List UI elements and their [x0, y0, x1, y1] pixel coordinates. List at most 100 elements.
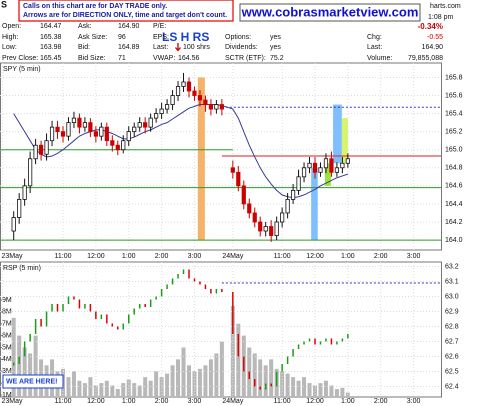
field-label: Prev Close:	[2, 55, 38, 62]
x-tick-label: 2:00	[374, 398, 388, 405]
candle-body	[55, 126, 60, 133]
field-value: -0.55	[427, 34, 443, 41]
candle-body	[154, 113, 159, 119]
field-label: Chg:	[367, 34, 382, 41]
panel-title: RSP (5 min)	[3, 265, 41, 272]
candle-body	[296, 176, 301, 191]
x-tick-label: 23May	[1, 398, 23, 405]
y-tick-label: 164.4	[445, 201, 463, 208]
x-tick-label: 1:00	[122, 253, 136, 260]
volume-bar	[269, 359, 274, 397]
candle-body	[44, 140, 49, 155]
y-tick-label: 62.5	[445, 368, 459, 375]
volume-bar	[132, 383, 137, 397]
x-tick-label: 1:00	[122, 398, 136, 405]
x-tick-label: 12:00	[87, 253, 105, 260]
x-tick-label: 2:00	[155, 253, 169, 260]
volume-bar	[187, 365, 191, 397]
time: 1:08 pm	[428, 14, 453, 21]
candle-body	[104, 126, 109, 142]
panel: 164.0 164.2 164.4 164.6 164.8 165.0 165.2 165.4…	[0, 62, 463, 260]
candle-body	[38, 144, 44, 155]
notice-box: Calls on this chart are for DAY TRADE on…	[18, 0, 234, 22]
candle-body	[334, 167, 340, 173]
notice-frame	[18, 0, 234, 22]
x-tick-label: 12:00	[87, 398, 105, 405]
x-tick-label: 2:00	[374, 253, 388, 260]
site-box	[239, 3, 421, 22]
field-value: yes	[270, 34, 281, 41]
field-value: 79,855,088	[408, 55, 443, 62]
y-tick-label: 62.4	[445, 383, 459, 390]
field-label: SCTR (ETF):	[225, 55, 266, 62]
y-tick-label: 164.2	[445, 219, 463, 226]
volume-tick-label: 8M	[2, 309, 12, 316]
field-label: Options:	[225, 34, 251, 41]
y-tick-label: 62.8	[445, 323, 459, 330]
x-tick-label: 11:00	[55, 398, 72, 405]
candle-body	[258, 221, 263, 232]
y-tick-label: 63.0	[445, 293, 459, 300]
candle-body	[329, 158, 334, 173]
volume-bar	[159, 377, 164, 397]
candle-body	[82, 122, 88, 128]
note-text: WE ARE HERE!	[6, 378, 57, 385]
pattern-label: LS H RS	[162, 30, 209, 44]
source: harts.com	[430, 3, 461, 10]
volume-bar	[280, 371, 285, 397]
x-tick-label: 11:00	[55, 253, 72, 260]
volume-bar	[148, 380, 153, 397]
field-label: Ask:	[78, 23, 92, 30]
candle-body	[219, 104, 224, 110]
candle-body	[280, 212, 285, 223]
candle-body	[33, 144, 38, 160]
highlight-band	[324, 163, 331, 186]
field-label: P/E:	[153, 23, 166, 30]
volume-tick-label: 4M	[2, 356, 12, 363]
field-value: 100 shrs	[183, 44, 210, 51]
volume-bar	[219, 341, 224, 397]
note-box: WE ARE HERE!	[2, 374, 64, 389]
volume-bar	[170, 365, 175, 397]
volume-bar	[115, 389, 120, 397]
candle-body	[99, 126, 104, 137]
y-tick-label: 165.2	[445, 129, 463, 136]
volume-bar	[71, 371, 76, 397]
volume-bar	[285, 373, 290, 397]
volume-bar	[154, 371, 159, 397]
volume-bar	[181, 347, 186, 397]
volume-bar	[192, 371, 197, 397]
x-tick-label: 1:00	[341, 398, 355, 405]
volume-bar	[263, 365, 268, 397]
field-label: Ask Size:	[78, 34, 107, 41]
candle-body	[290, 189, 296, 200]
candle-body	[132, 126, 137, 133]
x-tick-label: 11:00	[274, 253, 291, 260]
volume-bar	[323, 380, 328, 397]
volume-bar	[88, 377, 93, 397]
candle-body	[252, 212, 257, 223]
candle-body	[269, 226, 274, 236]
field-value: 164.90	[118, 23, 140, 30]
volume-bar	[302, 377, 307, 397]
y-tick-label: 63.1	[445, 278, 459, 285]
down-arrow	[175, 43, 181, 52]
y-tick-label: 63.2	[445, 263, 459, 270]
candle-body	[11, 217, 16, 232]
field-value: 71	[118, 55, 126, 62]
x-tick-label: 3:00	[407, 253, 421, 260]
x-tick-label: 11:00	[274, 398, 291, 405]
field-label: Open:	[2, 23, 21, 30]
candle-body	[247, 203, 252, 214]
candle-body	[181, 81, 186, 87]
volume-bar	[334, 389, 339, 397]
field-label: Bid:	[78, 44, 90, 51]
field-value: 163.98	[40, 44, 62, 51]
panel-title: SPY (5 min)	[3, 66, 41, 73]
volume-bar	[22, 347, 27, 397]
volume-bar	[104, 380, 109, 397]
y-tick-label: 165.4	[445, 110, 463, 117]
volume-bar	[307, 383, 312, 397]
candle-body	[236, 171, 241, 187]
